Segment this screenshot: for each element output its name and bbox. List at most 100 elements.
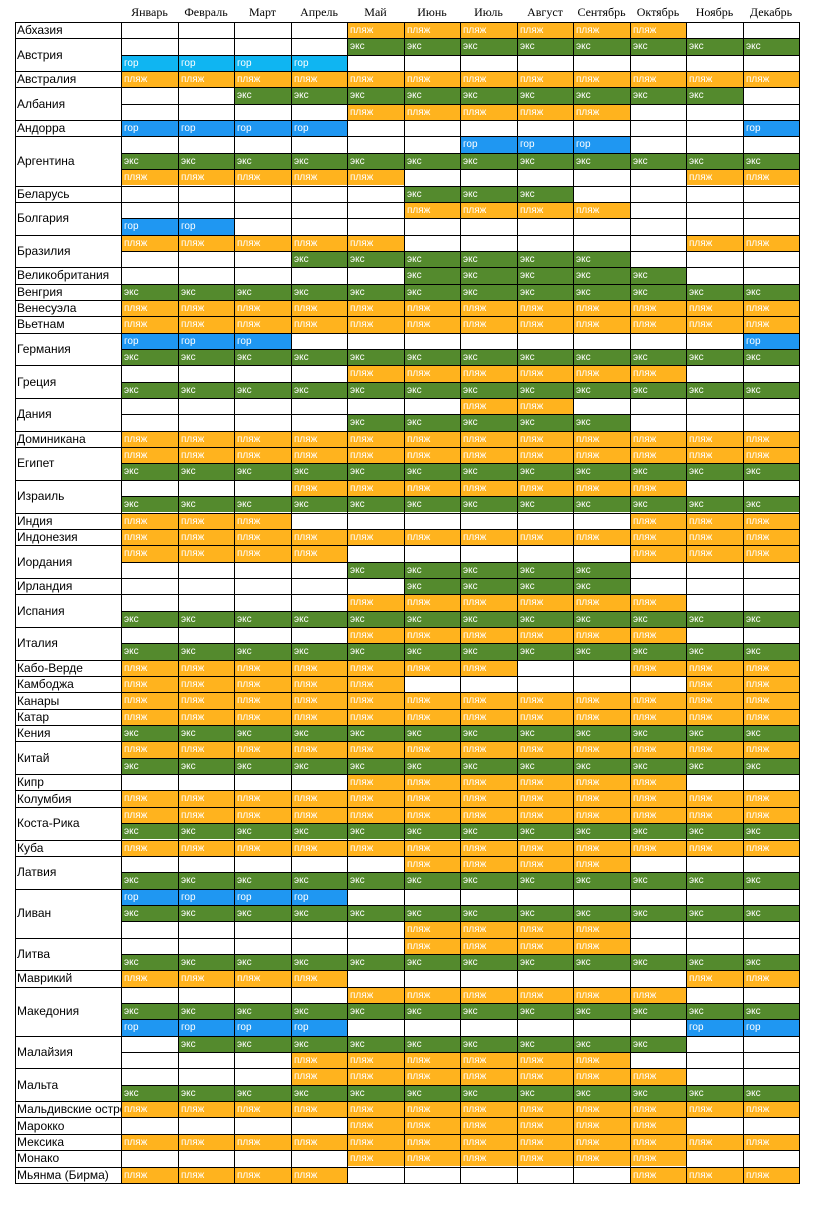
- country-divider: [15, 856, 800, 857]
- season-cell: экс: [291, 873, 347, 889]
- season-cell: экс: [460, 824, 517, 840]
- season-cell: гор: [234, 121, 291, 137]
- country-name: Доминикана: [17, 431, 86, 446]
- season-cell: пляж: [630, 840, 686, 856]
- season-cell: экс: [743, 284, 799, 300]
- season-cell: пляж: [517, 742, 573, 758]
- season-cell: гор: [291, 1020, 347, 1036]
- season-cell: экс: [178, 350, 234, 366]
- season-cell: экс: [291, 350, 347, 366]
- season-cell: пляж: [517, 431, 573, 448]
- season-cell: пляж: [460, 1053, 517, 1069]
- season-cell: пляж: [404, 1069, 460, 1085]
- season-cell: пляж: [291, 1053, 347, 1069]
- country-divider: [15, 365, 800, 366]
- season-cell: экс: [291, 1085, 347, 1102]
- season-cell: экс: [347, 905, 404, 922]
- country-name: Албания: [17, 96, 66, 111]
- season-cell: экс: [347, 39, 404, 55]
- country-name: Испания: [17, 603, 65, 618]
- season-cell: пляж: [743, 840, 799, 856]
- season-cell: пляж: [291, 742, 347, 758]
- country-divider: [15, 202, 800, 203]
- season-cell: экс: [347, 464, 404, 480]
- season-cell: экс: [404, 464, 460, 480]
- season-cell: пляж: [404, 856, 460, 873]
- season-cell: экс: [517, 186, 573, 202]
- season-cell: экс: [178, 824, 234, 840]
- season-cell: пляж: [460, 300, 517, 317]
- season-cell: экс: [291, 905, 347, 922]
- season-cell: пляж: [686, 1167, 743, 1183]
- season-cell: экс: [347, 1004, 404, 1020]
- season-cell: пляж: [686, 546, 743, 562]
- season-cell: пляж: [121, 448, 178, 464]
- season-cell: пляж: [686, 300, 743, 317]
- season-cell: пляж: [404, 840, 460, 856]
- season-cell: пляж: [347, 807, 404, 824]
- country-divider: [15, 398, 800, 399]
- season-cell: пляж: [178, 807, 234, 824]
- season-cell: пляж: [347, 660, 404, 676]
- season-cell: пляж: [347, 791, 404, 807]
- country-name: Мьянма (Бирма): [17, 1167, 109, 1182]
- season-cell: экс: [121, 1085, 178, 1102]
- season-cell: пляж: [291, 971, 347, 987]
- country-name: Греция: [17, 374, 57, 389]
- season-cell: пляж: [404, 23, 460, 39]
- season-cell: экс: [460, 578, 517, 595]
- season-cell: пляж: [178, 513, 234, 529]
- season-cell: экс: [686, 1085, 743, 1102]
- season-cell: пляж: [630, 72, 686, 88]
- season-cell: пляж: [404, 72, 460, 88]
- season-cell: гор: [121, 121, 178, 137]
- season-cell: экс: [291, 1036, 347, 1053]
- season-cell: экс: [460, 284, 517, 300]
- month-header-7: Июль: [474, 5, 503, 19]
- country-divider: [15, 1117, 800, 1118]
- season-cell: пляж: [178, 317, 234, 333]
- season-cell: пляж: [404, 660, 460, 676]
- season-cell: экс: [404, 497, 460, 513]
- season-cell: гор: [573, 137, 630, 153]
- season-cell: пляж: [630, 627, 686, 644]
- season-cell: экс: [404, 824, 460, 840]
- season-cell: пляж: [347, 23, 404, 39]
- season-cell: экс: [178, 873, 234, 889]
- season-cell: пляж: [743, 431, 799, 448]
- season-cell: гор: [178, 1020, 234, 1036]
- country-divider: [15, 284, 800, 285]
- season-cell: пляж: [686, 709, 743, 726]
- season-cell: экс: [517, 824, 573, 840]
- season-cell: пляж: [178, 235, 234, 251]
- season-cell: пляж: [404, 1134, 460, 1151]
- country-divider: [15, 938, 800, 939]
- country-name: Беларусь: [17, 186, 70, 201]
- season-cell: экс: [291, 88, 347, 104]
- month-header-8: Август: [527, 5, 563, 19]
- season-cell: экс: [460, 562, 517, 578]
- season-cell: пляж: [517, 1134, 573, 1151]
- season-cell: экс: [404, 88, 460, 104]
- season-cell: пляж: [460, 1118, 517, 1134]
- country-name: Кабо-Верде: [17, 660, 83, 675]
- season-cell: экс: [686, 284, 743, 300]
- season-cell: пляж: [517, 1069, 573, 1085]
- season-cell: экс: [630, 284, 686, 300]
- season-cell: пляж: [347, 693, 404, 709]
- season-cell: пляж: [347, 742, 404, 758]
- country-name: Кипр: [17, 775, 44, 790]
- season-cell: гор: [234, 889, 291, 905]
- season-cell: экс: [178, 1004, 234, 1020]
- season-cell: экс: [743, 1085, 799, 1102]
- season-cell: экс: [404, 251, 460, 268]
- table-bottom-border: [15, 1183, 800, 1184]
- season-cell: пляж: [121, 72, 178, 88]
- season-cell: экс: [630, 497, 686, 513]
- season-cell: пляж: [630, 448, 686, 464]
- season-cell: пляж: [743, 546, 799, 562]
- season-cell: гор: [121, 333, 178, 349]
- season-cell: экс: [347, 382, 404, 399]
- season-cell: экс: [573, 464, 630, 480]
- season-cell: пляж: [517, 399, 573, 415]
